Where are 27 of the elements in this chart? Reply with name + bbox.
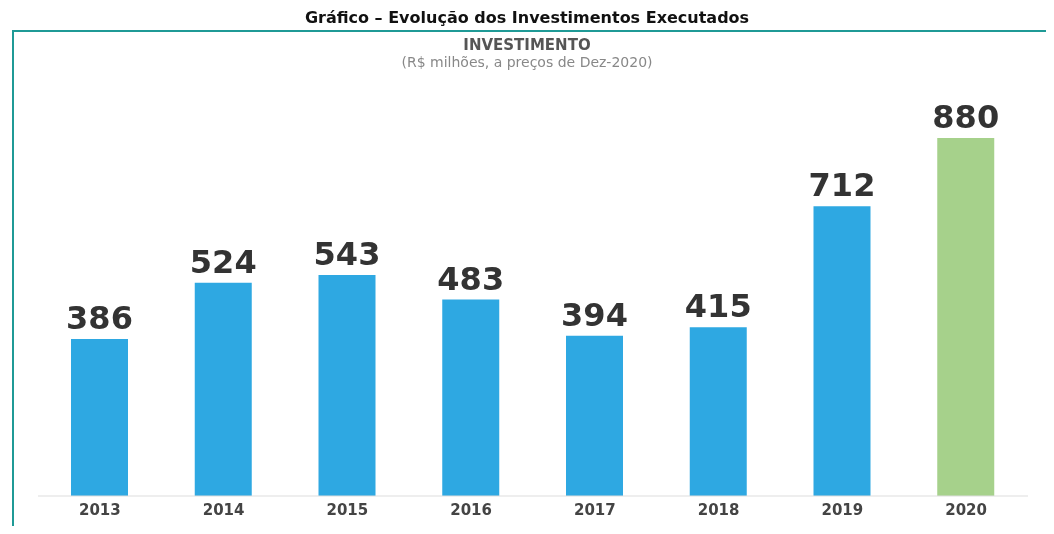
bar [194,282,252,496]
x-tick-label: 2016 [450,500,492,519]
chart-subtitle: (R$ milhões, a preços de Dez-2020) [400,54,654,70]
data-label: 483 [437,259,505,298]
data-label: 524 [189,242,257,281]
data-label: 712 [808,166,876,205]
data-label: 543 [313,235,381,274]
text: Gráfico – Evolução dos Investimentos Executados [303,8,751,28]
x-tick-label: 2020 [945,500,987,519]
bar [689,327,747,496]
bar [813,206,871,496]
x-tick-label: 2014 [202,500,245,519]
x-tick-label: 2017 [574,500,616,519]
bar [566,335,623,496]
x-tick-label: 2013 [79,500,121,519]
bar [318,275,376,496]
data-label: 386 [66,298,133,337]
chart-title: INVESTIMENTO [462,36,592,54]
bar [71,338,128,496]
bar [937,138,995,496]
x-tick-label: 2015 [326,500,369,519]
x-tick-label: 2019 [821,500,864,519]
data-label: 880 [932,98,1000,136]
data-label: 415 [684,287,752,326]
bar [442,299,500,496]
x-tick-label: 2018 [697,500,740,519]
data-label: 394 [561,295,628,334]
